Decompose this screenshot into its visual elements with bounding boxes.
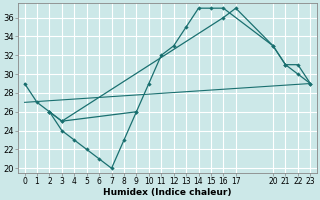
X-axis label: Humidex (Indice chaleur): Humidex (Indice chaleur) xyxy=(103,188,232,197)
